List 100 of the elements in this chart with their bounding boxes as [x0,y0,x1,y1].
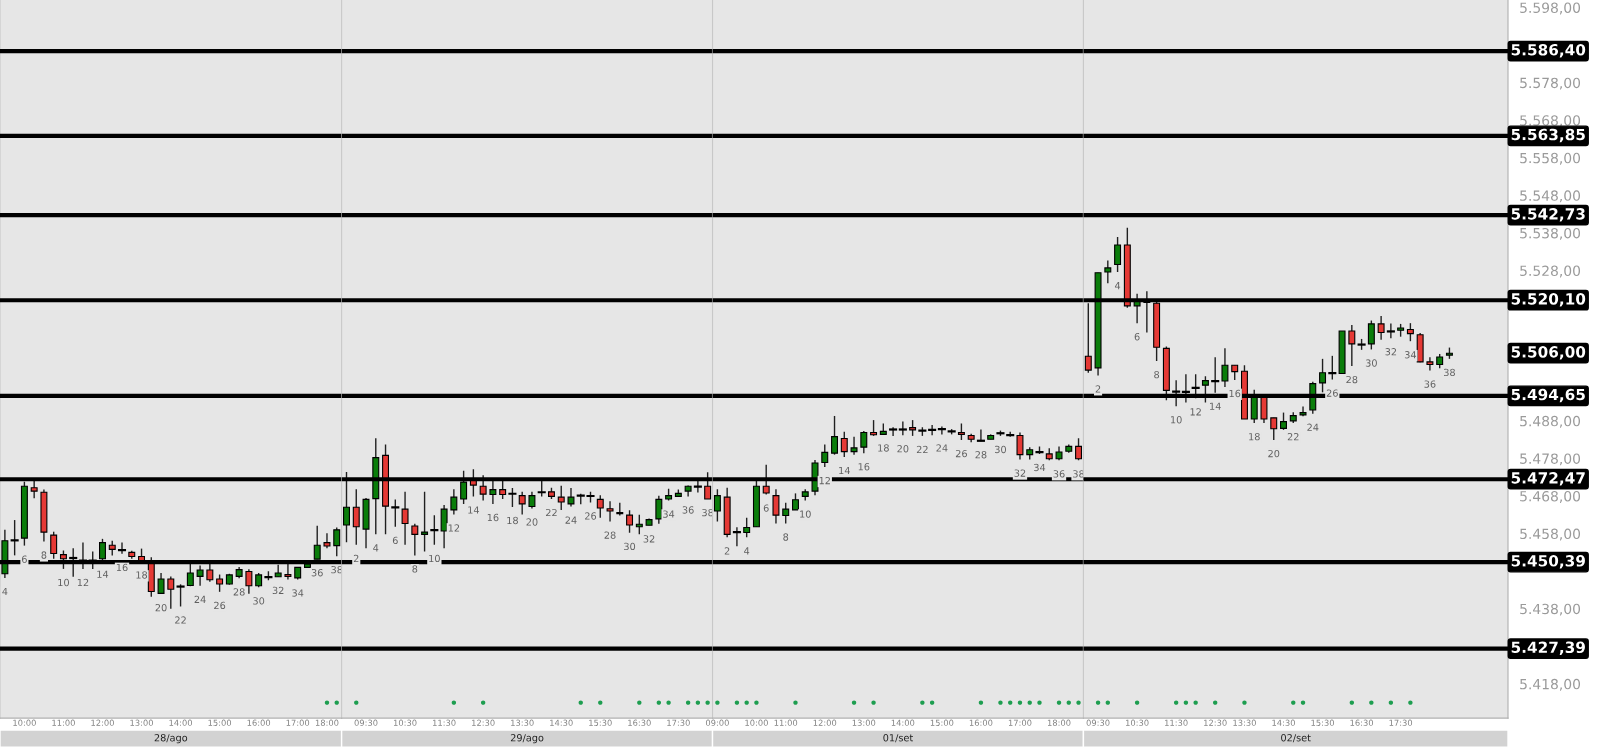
text: 18 [507,516,518,525]
text: 26 [955,449,967,458]
text: 12 [448,524,460,532]
text: 6 [763,504,769,512]
candlestick [1270,417,1278,441]
candlestick [176,583,185,608]
text: 30 [253,597,265,605]
text: 24 [936,444,948,452]
text: 22 [916,445,928,453]
text: 12 [77,578,89,587]
x-tick-label: 09:00 [705,719,729,726]
text: 16 [116,563,128,572]
candlestick [821,443,829,468]
candlestick [391,498,400,528]
text: 22 [546,508,557,517]
text: 34 [1404,351,1417,359]
text: 36 [311,569,323,577]
candlestick [743,517,751,539]
text: 10 [1171,416,1182,424]
text: 30 [624,542,636,551]
y-tick-label: 5.578,00 [1520,77,1581,90]
candlestick [1221,347,1229,388]
ref-line-label: 5.586,40 [1511,43,1586,58]
x-tick-label: 12:00 [91,719,114,726]
x-tick-label: 09:30 [1086,719,1110,726]
candlestick [626,509,634,534]
x-tick-label: 14:30 [1272,719,1295,726]
x-tick-label: 17:30 [1389,719,1413,726]
candlestick [1016,431,1024,461]
y-tick-label: 5.458,00 [1520,528,1581,541]
candlestick [1377,315,1385,341]
text: 32 [1385,348,1397,356]
y-tick-label: 5.598,00 [1520,2,1581,15]
candlestick [245,568,253,595]
x-tick-label: 17:00 [1008,719,1032,726]
text: 28 [604,531,616,539]
text: 32 [272,586,284,595]
x-tick-label: 10:30 [393,719,417,726]
text: 28 [1346,375,1358,384]
text: 18 [878,444,889,452]
ref-line-label: 5.450,39 [1511,555,1585,569]
candlestick [1386,322,1395,339]
candlestick [323,532,331,549]
text: 36 [1053,470,1065,478]
y-tick-label: 5.548,00 [1520,190,1581,203]
text: 30 [995,445,1006,454]
candlestick [713,488,721,523]
text: 26 [214,601,226,610]
text: 18 [1249,433,1260,441]
candlestick [850,435,858,456]
candlestick [782,502,790,525]
text: 16 [487,513,499,522]
text: 6 [21,555,27,563]
y-tick-label: 5.438,00 [1520,603,1581,616]
candlestick [196,564,204,587]
x-axis-title: 28/ago [154,734,188,744]
x-tick-label: 11:30 [1165,719,1188,726]
x-tick-label: 13:00 [130,719,153,726]
text: 8 [412,565,418,573]
ref-line-label: 5.563,85 [1511,128,1585,143]
text: 26 [585,512,597,520]
text: 34 [292,589,304,597]
candlestick [928,424,937,436]
ref-line-label: 5.494,65 [1511,388,1585,403]
candlestick [1406,322,1414,342]
candlestick [898,420,907,436]
candlestick [655,494,663,525]
text: 30 [1365,359,1377,367]
x-axis-title: 02/set [1281,734,1311,743]
candlestick [1348,324,1356,367]
text: 4 [1114,282,1121,290]
x-axis-title: 29/ago [510,734,544,744]
candlestick [1075,437,1083,462]
candlestick [117,541,127,555]
y-tick-label: 5.418,00 [1520,678,1581,691]
text: 10 [58,578,69,587]
text: 6 [392,536,398,545]
text: 14 [468,506,480,514]
text: 26 [1326,389,1338,397]
text: 8 [41,551,47,559]
text: 32 [643,535,655,543]
text: 5.506,00 [1511,346,1586,360]
x-tick-label: 13:00 [852,719,876,726]
text: 28 [233,588,245,596]
text: 20 [526,518,538,526]
y-tick-label: 5.558,00 [1520,152,1581,165]
text: 20 [155,603,167,612]
text: 34 [663,510,675,518]
y-tick-label: 5.538,00 [1520,227,1581,240]
text: 24 [194,595,206,603]
x-tick-label: 14:00 [891,719,915,726]
text: 10 [800,510,811,518]
candlestick [1319,358,1327,393]
candlestick [772,488,780,525]
x-tick-label: 11:00 [52,719,75,726]
y-tick-label: 5.488,00 [1520,415,1581,428]
candlestick [732,526,741,548]
x-tick-label: 12:30 [472,719,495,726]
text: 18 [136,571,148,579]
x-tick-label: 12:30 [1204,719,1227,726]
